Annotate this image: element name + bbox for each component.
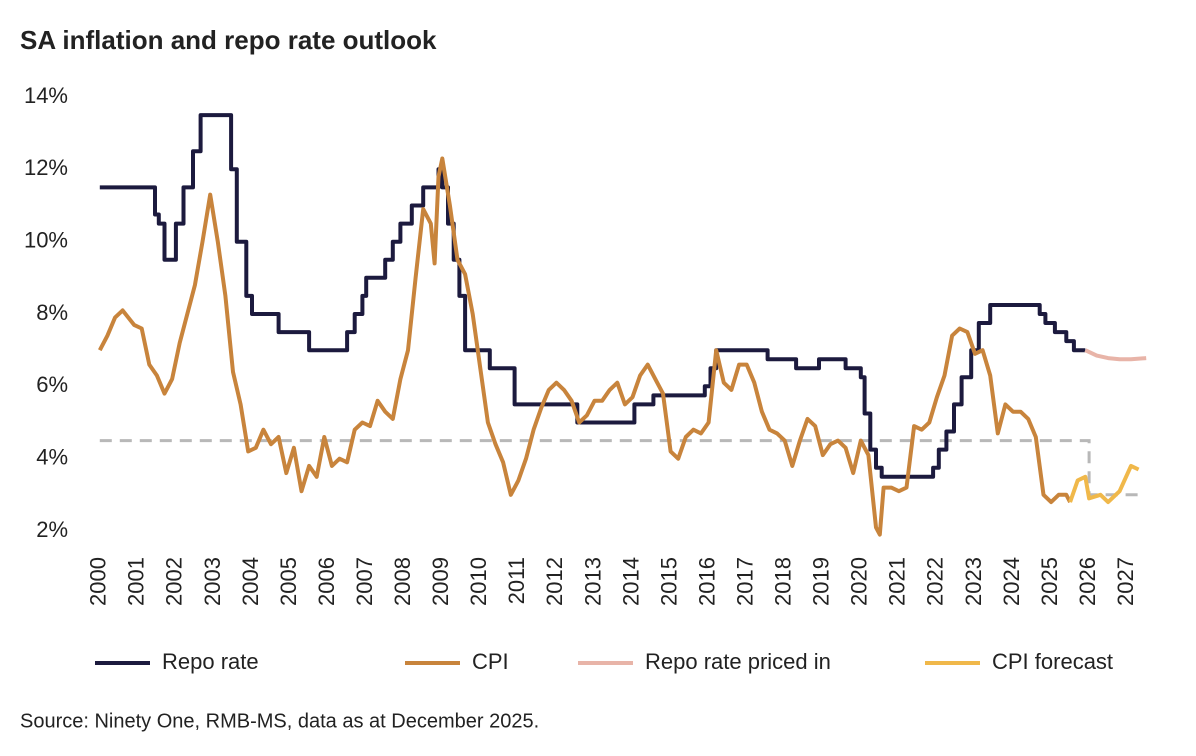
series-line [1068,463,1140,505]
x-tick-label: 2001 [124,557,149,606]
x-tick-label: 2010 [466,557,491,606]
x-tick-label: 2007 [352,557,377,606]
x-tick-label: 2026 [1075,557,1100,606]
x-tick-label: 2000 [86,557,111,606]
x-tick-label: 2016 [694,557,719,606]
x-tick-label: 2011 [504,557,529,604]
source-note: Source: Ninety One, RMB-MS, data as at D… [20,710,539,732]
y-tick-label: 8% [36,300,68,325]
y-tick-label: 12% [24,155,68,180]
legend-label: CPI [472,649,509,674]
x-tick-label: 2014 [618,557,643,606]
x-tick-label: 2013 [580,557,605,606]
series-line [99,113,1086,479]
x-tick-label: 2015 [656,557,681,606]
x-tick-label: 2020 [847,557,872,606]
x-tick-label: 2023 [961,557,986,606]
legend-label: CPI forecast [992,649,1113,674]
y-tick-label: 4% [36,444,68,469]
series-line [98,156,1072,537]
y-tick-label: 14% [24,83,68,108]
y-tick-label: 10% [24,227,68,252]
x-tick-label: 2018 [771,557,796,606]
x-tick-label: 2006 [314,557,339,606]
x-tick-label: 2004 [238,557,263,606]
x-tick-label: 2012 [542,557,567,606]
x-tick-label: 2017 [732,557,757,606]
x-tick-label: 2025 [1037,557,1062,606]
x-tick-label: 2021 [885,557,910,606]
y-tick-label: 2% [36,517,68,542]
x-tick-label: 2019 [809,557,834,606]
x-tick-label: 2009 [428,557,453,606]
x-tick-label: 2003 [200,557,225,606]
x-tick-label: 2005 [276,557,301,606]
x-tick-label: 2008 [390,557,415,606]
x-tick-label: 2024 [999,557,1024,606]
x-tick-label: 2002 [162,557,187,606]
series-line [1084,348,1147,362]
chart-title: SA inflation and repo rate outlook [20,25,437,55]
legend-label: Repo rate priced in [645,649,831,674]
x-tick-label: 2022 [923,557,948,606]
y-tick-label: 6% [36,372,68,397]
x-tick-label: 2027 [1113,557,1138,606]
legend-label: Repo rate [162,649,259,674]
